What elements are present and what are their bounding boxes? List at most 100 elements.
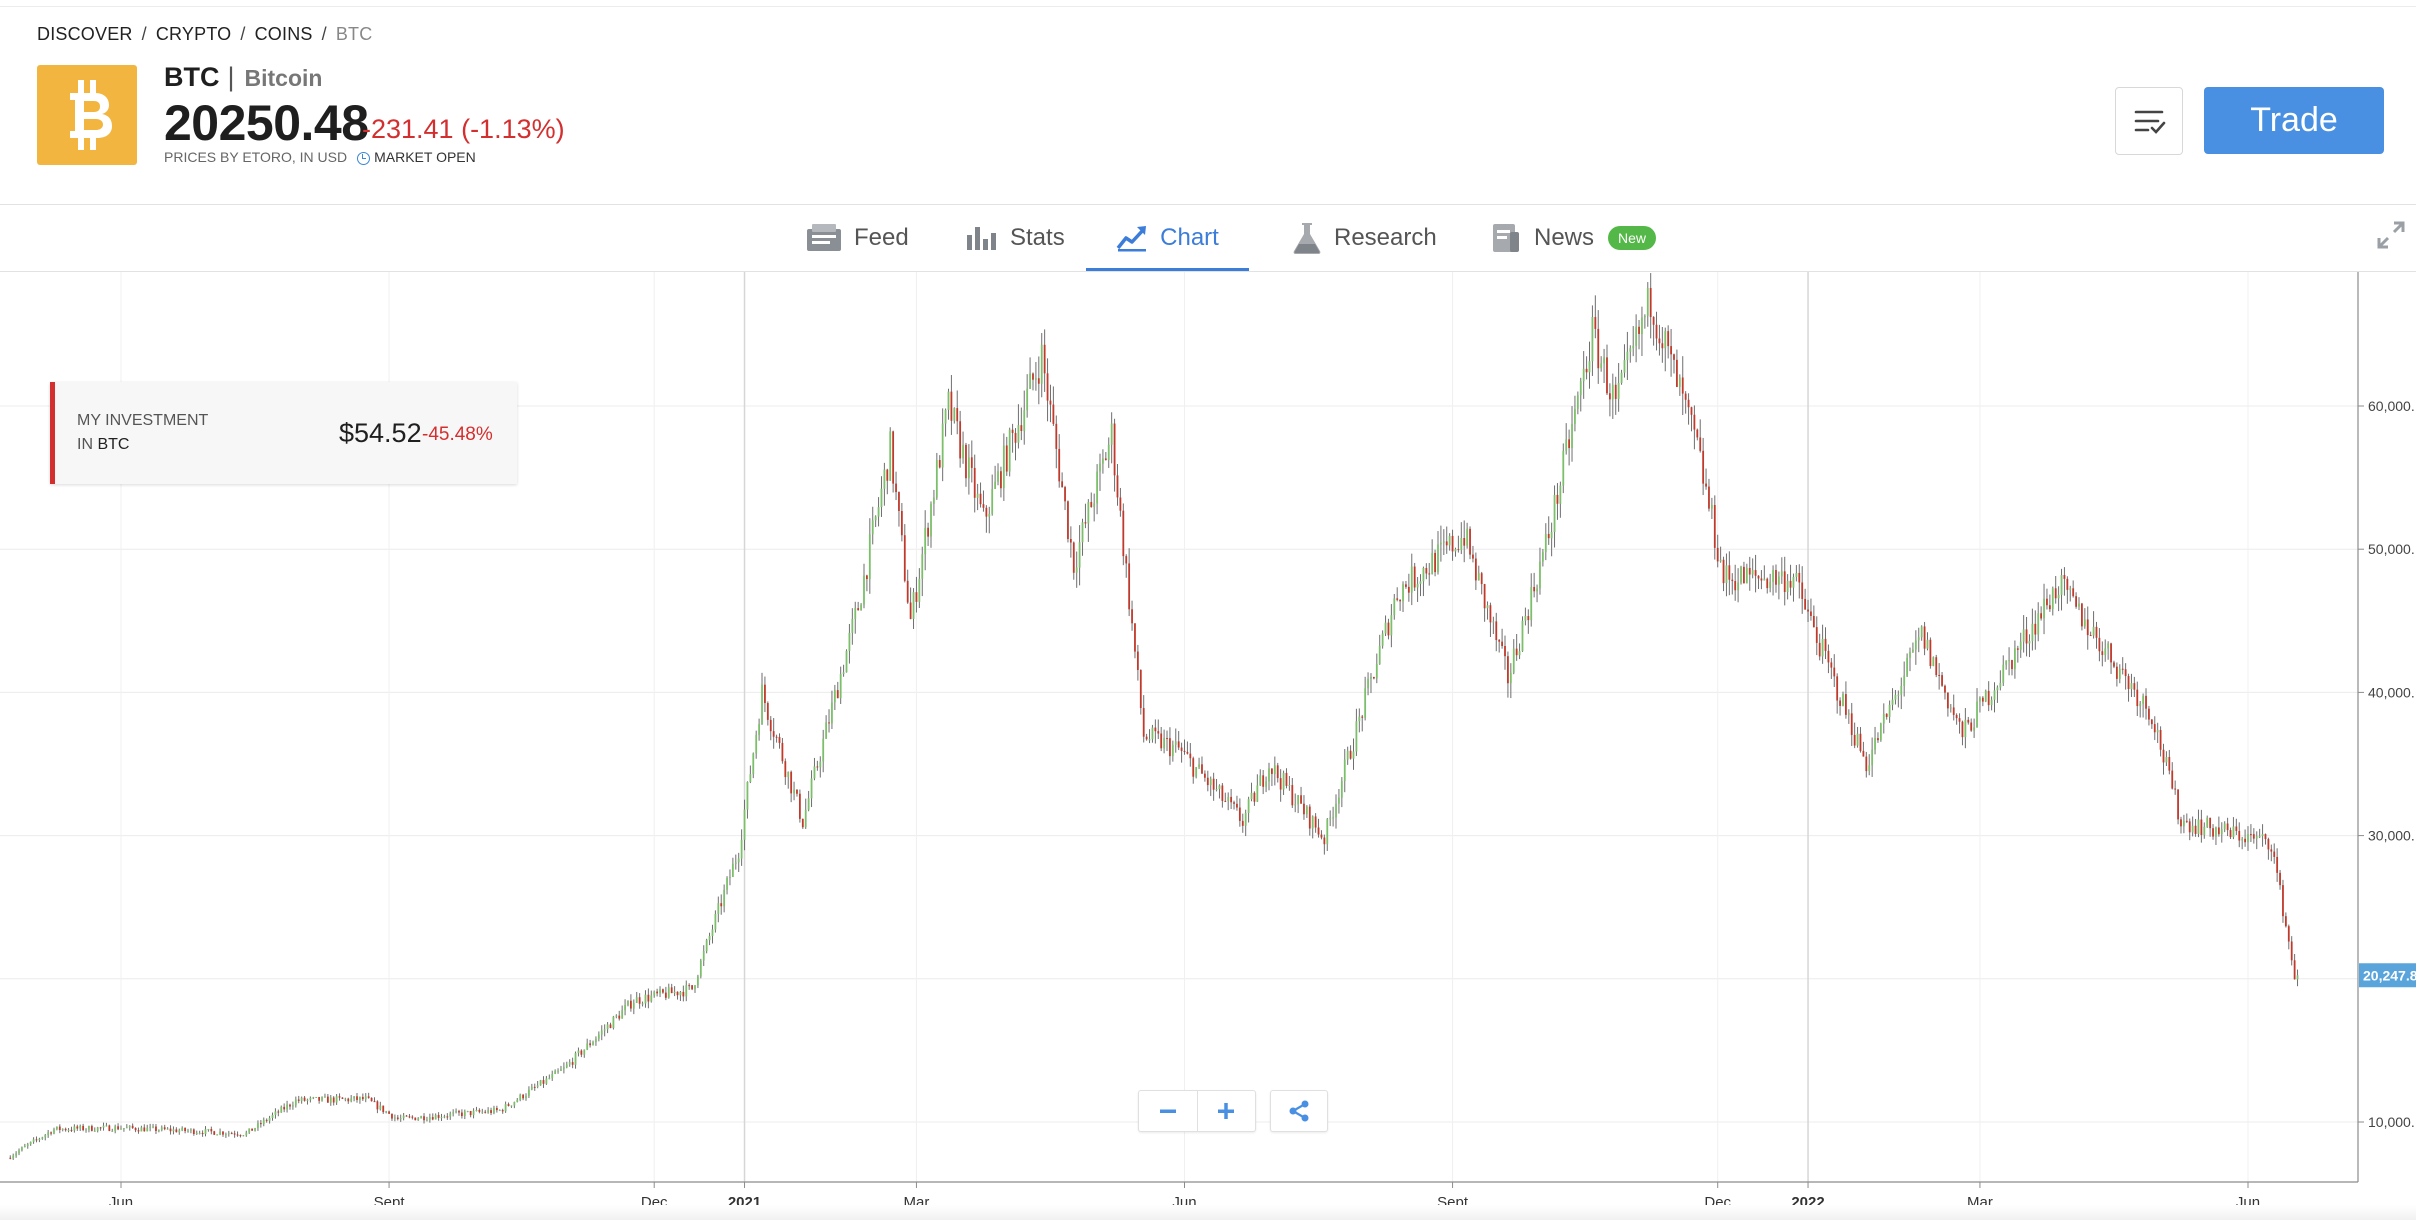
candle-body: [1489, 605, 1492, 623]
candle-body: [644, 994, 647, 1004]
candle-body: [58, 1126, 61, 1130]
candle-body: [1285, 772, 1288, 786]
candle-body: [1407, 586, 1410, 593]
watchlist-check-icon: [2134, 110, 2166, 134]
candle-body: [883, 469, 886, 489]
candle-body: [493, 1108, 495, 1113]
candle-body: [2121, 668, 2124, 670]
zoom-out-button[interactable]: [1139, 1091, 1198, 1131]
trade-button[interactable]: Trade: [2204, 87, 2384, 154]
tab-chart[interactable]: Chart: [1086, 205, 1249, 271]
candle-body: [1384, 622, 1387, 634]
candle-body: [1769, 581, 1772, 589]
candle-body: [1198, 764, 1200, 768]
candle-body: [2115, 666, 2118, 679]
candle-body: [131, 1125, 134, 1128]
candle-body: [233, 1133, 236, 1135]
candle-body: [1215, 789, 1218, 791]
candle-body: [370, 1097, 373, 1102]
breadcrumb: DISCOVER / CRYPTO / COINS / BTC: [37, 24, 372, 45]
candle-body: [510, 1105, 513, 1107]
candle-body: [408, 1116, 411, 1118]
breadcrumb-crypto[interactable]: CRYPTO: [155, 24, 232, 44]
candle-body: [1643, 315, 1646, 318]
price-source: PRICES BY ETORO, IN USD: [164, 149, 348, 165]
investment-label-line: MY INVESTMENT: [77, 412, 209, 429]
candle-body: [1134, 623, 1136, 652]
candle-body: [335, 1096, 338, 1103]
candle-body: [839, 673, 842, 699]
candle-body: [2229, 830, 2232, 838]
candle-body: [160, 1127, 163, 1131]
tab-stats[interactable]: Stats: [966, 205, 1065, 271]
candle-body: [309, 1097, 312, 1100]
candle-body: [1897, 694, 1900, 696]
candle-body: [1486, 605, 1489, 609]
candle-body: [67, 1129, 70, 1131]
candle-body: [2270, 849, 2273, 852]
candle-body: [1396, 598, 1399, 600]
breadcrumb-coins[interactable]: COINS: [254, 24, 313, 44]
candle-body: [580, 1050, 583, 1055]
watchlist-button[interactable]: [2115, 87, 2183, 155]
candle-body: [1533, 587, 1536, 592]
bottom-edge: [0, 1205, 2416, 1220]
candle-body: [1454, 549, 1457, 552]
candle-body: [1390, 615, 1393, 636]
candle-body: [2098, 637, 2101, 652]
candle-body: [699, 960, 702, 977]
candle-body: [1509, 672, 1512, 684]
candle-body: [1273, 765, 1276, 774]
candle-body: [557, 1070, 559, 1072]
candle-body: [603, 1029, 606, 1031]
candle-body: [1553, 494, 1556, 533]
candle-body: [1757, 575, 1760, 579]
candle-body: [775, 736, 778, 738]
candle-body: [93, 1130, 96, 1132]
candle-body: [2133, 683, 2136, 690]
breadcrumb-discover[interactable]: DISCOVER: [37, 24, 133, 44]
candle-body: [2069, 588, 2072, 590]
tab-news[interactable]: News New: [1490, 205, 1657, 271]
y-tick-label: 60,000.: [2368, 398, 2415, 414]
candle-body: [402, 1115, 405, 1119]
candle-body: [1949, 707, 1952, 709]
candle-body: [1917, 637, 1920, 641]
candle-body: [1571, 423, 1573, 449]
candle-body: [2241, 838, 2244, 841]
candle-body: [2238, 830, 2241, 841]
candle-body: [565, 1064, 568, 1068]
candle-body: [289, 1104, 291, 1107]
candle-body: [1518, 651, 1521, 656]
expand-icon[interactable]: [2376, 220, 2406, 250]
share-button[interactable]: [1270, 1090, 1328, 1132]
candle-body: [1990, 699, 1993, 706]
candle-body: [1463, 538, 1466, 546]
candle-body: [1209, 778, 1212, 786]
candle-body: [152, 1126, 154, 1128]
zoom-in-button[interactable]: [1197, 1091, 1255, 1131]
candle-body: [1259, 775, 1262, 786]
tab-feed[interactable]: Feed: [806, 205, 909, 271]
candle-body: [1078, 542, 1081, 568]
candle-body: [1871, 749, 1874, 766]
candle-body: [1279, 778, 1282, 790]
candle-body: [321, 1097, 323, 1101]
candle-body: [1678, 377, 1681, 387]
candle-body: [734, 862, 737, 864]
candle-body: [1597, 328, 1600, 369]
candle-body: [1387, 622, 1390, 636]
candle-body: [933, 497, 935, 504]
candle-body: [641, 1003, 644, 1005]
candle-body: [1405, 584, 1407, 587]
candle-body: [1212, 778, 1215, 790]
title-divider: |: [227, 62, 235, 92]
candle-body: [318, 1096, 321, 1101]
candle-body: [1154, 727, 1157, 732]
candle-body: [1317, 827, 1320, 835]
candle-body: [1040, 344, 1043, 384]
candle-body: [1824, 638, 1827, 651]
tab-research[interactable]: Research: [1292, 205, 1437, 271]
candle-body: [184, 1127, 187, 1132]
candle-body: [227, 1133, 230, 1135]
